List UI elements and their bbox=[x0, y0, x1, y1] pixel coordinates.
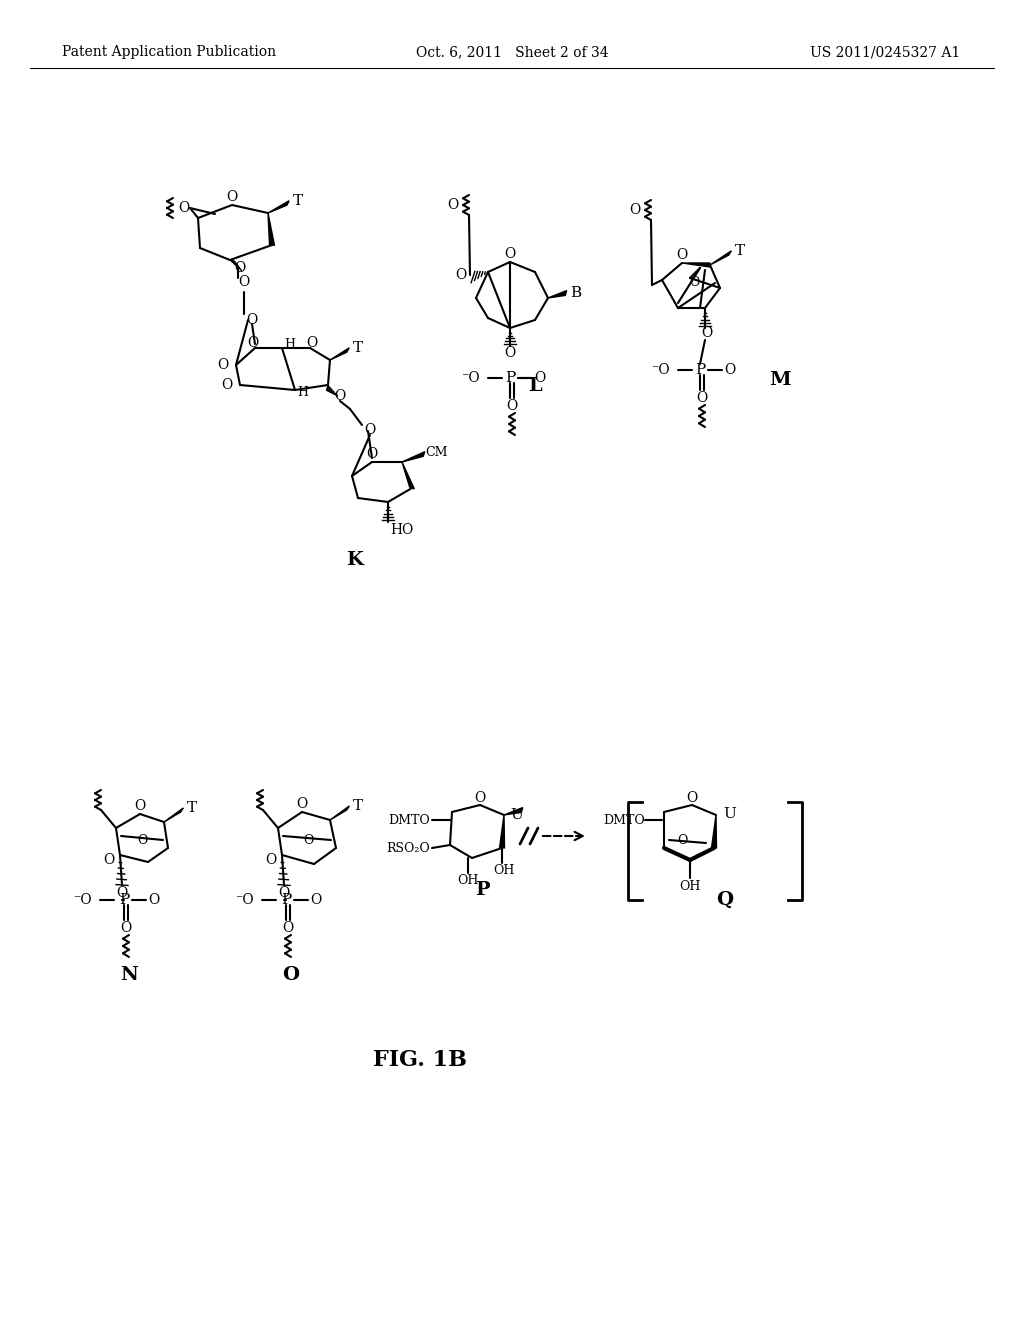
Polygon shape bbox=[164, 808, 183, 822]
Text: O: O bbox=[696, 391, 708, 405]
Text: O: O bbox=[221, 378, 232, 392]
Text: O: O bbox=[283, 921, 294, 935]
Text: O: O bbox=[178, 201, 189, 215]
Text: O: O bbox=[217, 358, 228, 372]
Text: U: U bbox=[511, 808, 523, 822]
Text: T: T bbox=[293, 194, 303, 209]
Polygon shape bbox=[268, 213, 274, 246]
Text: O: O bbox=[367, 447, 378, 461]
Polygon shape bbox=[402, 451, 425, 462]
Text: O: O bbox=[296, 797, 307, 810]
Text: O: O bbox=[474, 791, 485, 805]
Text: O: O bbox=[505, 346, 516, 360]
Text: U: U bbox=[724, 807, 736, 821]
Text: O: O bbox=[234, 261, 246, 275]
Text: DMTO: DMTO bbox=[388, 813, 430, 826]
Text: O: O bbox=[102, 853, 114, 867]
Text: O: O bbox=[265, 853, 276, 867]
Text: O: O bbox=[310, 894, 322, 907]
Text: O: O bbox=[677, 833, 687, 846]
Text: P: P bbox=[281, 894, 291, 907]
Text: P: P bbox=[505, 371, 515, 385]
Text: L: L bbox=[528, 378, 542, 395]
Text: P: P bbox=[119, 894, 129, 907]
Text: OH: OH bbox=[458, 874, 478, 887]
Text: B: B bbox=[570, 286, 582, 300]
Polygon shape bbox=[548, 290, 566, 298]
Text: O: O bbox=[226, 190, 238, 205]
Text: O: O bbox=[247, 313, 258, 327]
Text: RSO₂O: RSO₂O bbox=[386, 842, 430, 854]
Text: OH: OH bbox=[679, 879, 700, 892]
Text: O: O bbox=[455, 268, 466, 282]
Text: DMTO: DMTO bbox=[603, 813, 645, 826]
Text: HO: HO bbox=[390, 523, 414, 537]
Polygon shape bbox=[500, 814, 505, 849]
Text: M: M bbox=[769, 371, 791, 389]
Text: Oct. 6, 2011   Sheet 2 of 34: Oct. 6, 2011 Sheet 2 of 34 bbox=[416, 45, 608, 59]
Text: O: O bbox=[724, 363, 735, 378]
Text: O: O bbox=[689, 276, 699, 289]
Text: O: O bbox=[335, 389, 346, 403]
Text: O: O bbox=[239, 275, 250, 289]
Text: OH: OH bbox=[494, 865, 515, 878]
Text: O: O bbox=[507, 399, 517, 413]
Text: T: T bbox=[735, 244, 745, 257]
Text: O: O bbox=[303, 833, 313, 846]
Polygon shape bbox=[268, 201, 289, 213]
Text: O: O bbox=[134, 799, 145, 813]
Text: ⁻O: ⁻O bbox=[74, 894, 92, 907]
Text: O: O bbox=[137, 833, 147, 846]
Text: US 2011/0245327 A1: US 2011/0245327 A1 bbox=[810, 45, 961, 59]
Text: O: O bbox=[505, 247, 516, 261]
Polygon shape bbox=[682, 263, 710, 267]
Text: O: O bbox=[701, 326, 713, 341]
Polygon shape bbox=[712, 814, 717, 849]
Text: ⁻O: ⁻O bbox=[236, 894, 254, 907]
Text: H: H bbox=[284, 338, 295, 351]
Text: P: P bbox=[695, 363, 706, 378]
Text: O: O bbox=[121, 921, 132, 935]
Polygon shape bbox=[402, 462, 415, 488]
Text: T: T bbox=[353, 799, 364, 813]
Text: O: O bbox=[148, 894, 160, 907]
Text: H: H bbox=[297, 387, 308, 400]
Text: K: K bbox=[346, 550, 364, 569]
Text: O: O bbox=[629, 203, 640, 216]
Text: O: O bbox=[306, 337, 317, 350]
Text: ⁻O: ⁻O bbox=[651, 363, 670, 378]
Text: Q: Q bbox=[717, 891, 733, 909]
Polygon shape bbox=[504, 808, 522, 814]
Text: O: O bbox=[117, 886, 128, 900]
Text: Patent Application Publication: Patent Application Publication bbox=[62, 45, 276, 59]
Text: FIG. 1B: FIG. 1B bbox=[373, 1049, 467, 1071]
Text: O: O bbox=[686, 791, 697, 805]
Text: CM: CM bbox=[425, 446, 447, 458]
Text: N: N bbox=[120, 966, 138, 983]
Text: O: O bbox=[677, 248, 688, 261]
Text: O: O bbox=[283, 966, 300, 983]
Text: O: O bbox=[535, 371, 546, 385]
Text: O: O bbox=[365, 422, 376, 437]
Text: O: O bbox=[248, 337, 259, 350]
Text: O: O bbox=[446, 198, 458, 213]
Polygon shape bbox=[710, 251, 731, 265]
Text: T: T bbox=[187, 801, 197, 814]
Polygon shape bbox=[330, 807, 349, 820]
Text: ⁻O: ⁻O bbox=[462, 371, 480, 385]
Text: T: T bbox=[353, 341, 364, 355]
Polygon shape bbox=[330, 347, 349, 360]
Text: P: P bbox=[475, 880, 489, 899]
Text: O: O bbox=[279, 886, 290, 900]
